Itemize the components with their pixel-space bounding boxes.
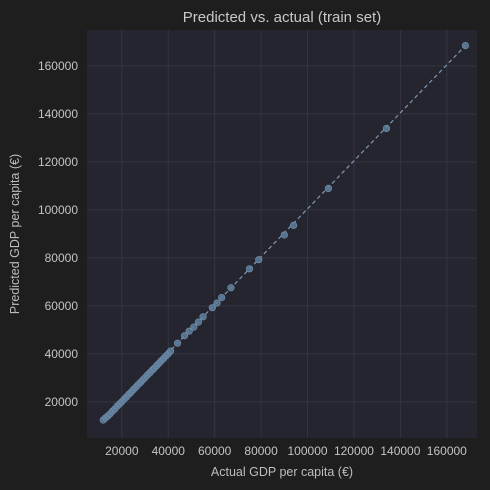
scatter-point: [280, 231, 288, 239]
scatter-point: [166, 347, 175, 355]
scatter-point: [255, 256, 263, 264]
data-points: [99, 41, 469, 424]
y-tick-label: 120000: [38, 155, 78, 169]
y-tick-label: 60000: [45, 299, 79, 313]
scatter-point: [245, 265, 254, 273]
x-tick-label: 60000: [198, 444, 232, 458]
scatter-point: [290, 221, 298, 229]
scatter-point: [194, 318, 203, 326]
scatter-point: [382, 124, 391, 132]
x-tick-label: 120000: [334, 444, 374, 458]
chart-title: Predicted vs. actual (train set): [183, 9, 381, 26]
y-tick-label: 140000: [38, 107, 78, 121]
x-tick-label: 100000: [288, 444, 328, 458]
scatter-point: [208, 304, 216, 312]
scatter-point: [324, 184, 333, 192]
scatter-point: [227, 284, 235, 292]
y-tick-label: 100000: [38, 203, 78, 217]
scatter-point: [190, 323, 198, 331]
x-tick-label: 160000: [427, 444, 467, 458]
x-tick-label: 140000: [380, 444, 420, 458]
x-axis-ticks: 20000 40000 60000 80000 100000 120000 140000 16…: [105, 444, 467, 458]
scatter-point: [199, 313, 207, 321]
y-tick-label: 20000: [45, 395, 79, 409]
scatter-point: [180, 332, 189, 340]
y-axis-label: Predicted GDP per capita (€): [8, 154, 22, 314]
y-axis-ticks: 20000 40000 60000 80000 100000 120000 140000 16…: [38, 59, 78, 409]
grid: [87, 30, 477, 438]
y-tick-label: 80000: [45, 251, 79, 265]
y-tick-label: 160000: [38, 59, 78, 73]
x-axis-label: Actual GDP per capita (€): [211, 465, 353, 479]
scatter-point: [185, 327, 193, 335]
scatter-point: [218, 294, 226, 302]
x-tick-label: 40000: [152, 444, 186, 458]
scatter-point: [173, 339, 182, 347]
x-tick-label: 80000: [244, 444, 278, 458]
scatter-point: [461, 41, 469, 50]
scatter-point: [213, 299, 221, 307]
x-tick-label: 20000: [105, 444, 139, 458]
y-tick-label: 40000: [45, 347, 79, 361]
